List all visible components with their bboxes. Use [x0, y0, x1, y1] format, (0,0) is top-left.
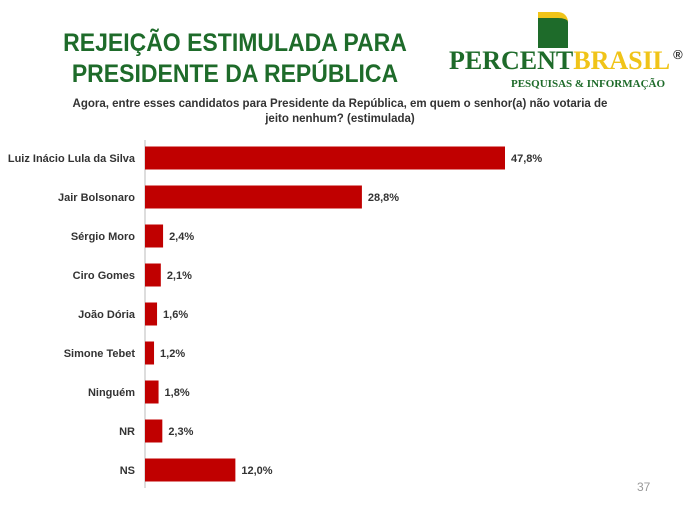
data-label: 2,1%	[167, 270, 192, 282]
bar	[145, 185, 362, 209]
category-label: NR	[119, 426, 135, 438]
category-label: João Dória	[78, 309, 136, 321]
logo-wordmark: PERCENTBRASIL ®	[449, 48, 683, 74]
bar	[145, 263, 161, 287]
bar	[145, 302, 158, 326]
data-label: 1,2%	[160, 348, 185, 360]
registered-mark: ®	[673, 47, 683, 62]
bar	[145, 146, 505, 170]
chart-question: Agora, entre esses candidatos para Presi…	[72, 98, 608, 125]
category-label: Ninguém	[88, 387, 135, 399]
category-label: Sérgio Moro	[71, 231, 135, 243]
category-label: Jair Bolsonaro	[58, 192, 135, 204]
data-label: 2,3%	[168, 426, 193, 438]
page-number: 37	[637, 480, 651, 494]
category-label: NS	[120, 465, 135, 477]
data-label: 47,8%	[511, 153, 542, 165]
page-title: REJEIÇÃO ESTIMULADA PARA PRESIDENTE DA R…	[63, 29, 407, 88]
logo-word-green: PERCENT	[449, 46, 574, 75]
logo-subtitle: PESQUISAS & INFORMAÇÃO	[511, 78, 666, 90]
data-label: 12,0%	[241, 465, 272, 477]
bar	[145, 341, 155, 365]
bar	[145, 380, 159, 404]
logo-word-yellow: BRASIL	[573, 46, 671, 75]
bar	[145, 458, 236, 482]
category-label: Simone Tebet	[64, 348, 136, 360]
data-label: 1,6%	[163, 309, 188, 321]
data-label: 28,8%	[368, 192, 399, 204]
percentbrasil-logo: PERCENTBRASIL ® PESQUISAS & INFORMAÇÃO	[445, 6, 697, 94]
category-label: Ciro Gomes	[73, 270, 135, 282]
category-label: Luiz Inácio Lula da Silva	[8, 153, 136, 165]
data-label: 2,4%	[169, 231, 194, 243]
data-label: 1,8%	[165, 387, 190, 399]
bar	[145, 419, 163, 443]
bar	[145, 224, 164, 248]
flag-icon	[538, 12, 568, 48]
